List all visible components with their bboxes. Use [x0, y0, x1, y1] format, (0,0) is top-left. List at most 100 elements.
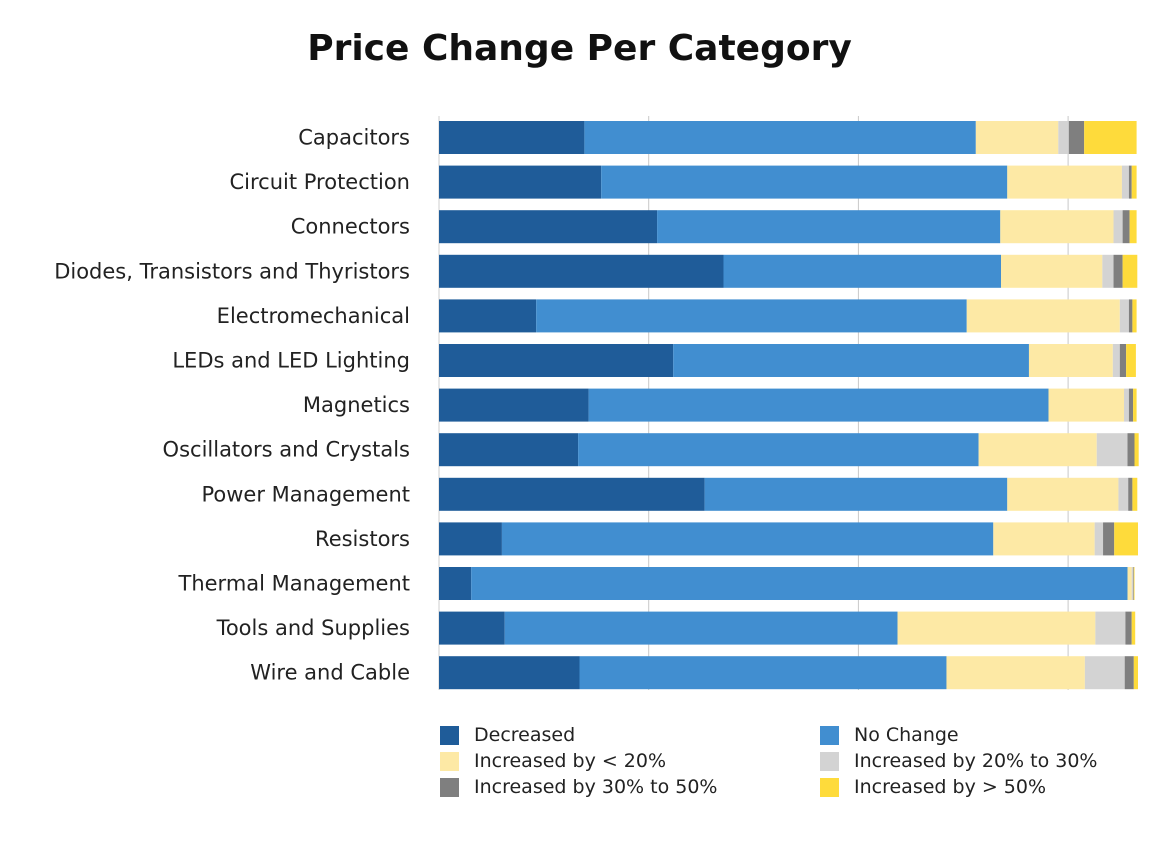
bar-segment [439, 388, 589, 422]
legend-item: Increased by 20% to 30% [820, 750, 1097, 772]
bar-segment [1131, 567, 1134, 600]
legend-item: Increased by 30% to 50% [440, 776, 717, 798]
bar-segment [584, 121, 976, 154]
bar-segment [1124, 656, 1134, 690]
bar-segment [1007, 165, 1122, 199]
category-label: Tools and Supplies [216, 616, 410, 640]
legend-item: No Change [820, 724, 959, 746]
legend-swatch [440, 777, 459, 797]
bar-segment [1084, 121, 1137, 154]
bar-segment [439, 433, 579, 467]
bar-segment [439, 165, 602, 199]
category-label: Circuit Protection [229, 170, 410, 194]
category-label: LEDs and LED Lighting [172, 349, 410, 373]
bar-segment [1129, 210, 1137, 244]
bar-segment [1124, 388, 1129, 422]
bar-segment [1114, 522, 1138, 556]
bar-segment [1134, 433, 1139, 467]
bar-segment [975, 121, 1059, 154]
bar-segment [439, 522, 502, 556]
category-label: Oscillators and Crystals [163, 438, 410, 462]
bar-segment [439, 299, 537, 333]
bar-segment [1095, 611, 1126, 645]
category-label: Power Management [201, 482, 410, 506]
bar-segment [704, 477, 1008, 511]
bar-segment [1132, 299, 1137, 333]
bar-segment [1112, 344, 1120, 377]
bar-layer [439, 121, 1139, 690]
bar-segment [439, 656, 580, 690]
bar-segment [946, 656, 1085, 690]
bar-segment [439, 344, 674, 377]
bar-segment [1122, 254, 1138, 288]
bar-segment [673, 344, 1029, 377]
bar-segment [1028, 344, 1113, 377]
legend-item: Increased by > 50% [820, 776, 1046, 798]
bar-segment [1007, 477, 1119, 511]
category-label: Capacitors [298, 126, 410, 150]
bar-segment [723, 254, 1001, 288]
bar-segment [1133, 567, 1134, 600]
bar-segment [1128, 388, 1134, 422]
bar-segment [1125, 611, 1132, 645]
bar-segment [439, 210, 658, 244]
bar-segment [1127, 433, 1135, 467]
bar-segment [1102, 254, 1114, 288]
bar-segment [1126, 344, 1136, 377]
bar-segment [439, 611, 505, 645]
legend-label: No Change [854, 724, 959, 746]
bar-segment [1000, 210, 1114, 244]
legend-item: Increased by < 20% [440, 750, 666, 772]
bar-segment [1128, 477, 1133, 511]
category-label: Diodes, Transistors and Thyristors [54, 259, 410, 283]
category-label: Connectors [291, 215, 410, 239]
bar-segment [978, 433, 1097, 467]
bar-segment [1048, 388, 1125, 422]
legend-item: Decreased [440, 724, 575, 746]
legend-swatch [820, 777, 839, 797]
bar-segment [439, 254, 724, 288]
category-label: Resistors [315, 527, 410, 551]
bar-segment [1096, 433, 1128, 467]
bar-segment [471, 567, 1128, 600]
bar-segment [1103, 522, 1115, 556]
category-label: Electromechanical [217, 304, 410, 328]
category-label-layer: Capacitors Circuit Protection Connectors Di… [54, 126, 410, 685]
legend-label: Decreased [474, 724, 576, 746]
bar-segment [1133, 567, 1135, 600]
bar-segment [1113, 254, 1123, 288]
bar-segment [1119, 299, 1129, 333]
chart-title: Price Change Per Category [307, 28, 852, 69]
legend-swatch [820, 725, 839, 745]
bar-segment [439, 477, 705, 511]
bar-segment [588, 388, 1049, 422]
legend-label: Increased by 20% to 30% [854, 750, 1098, 772]
bar-segment [1131, 165, 1137, 199]
bar-segment [504, 611, 898, 645]
bar-segment [501, 522, 994, 556]
bar-segment [897, 611, 1096, 645]
bar-segment [536, 299, 967, 333]
bar-segment [1118, 477, 1129, 511]
bar-segment [657, 210, 1001, 244]
bar-segment [601, 165, 1008, 199]
bar-segment [993, 522, 1095, 556]
bar-segment [1128, 299, 1133, 333]
bar-segment [1132, 477, 1138, 511]
bar-segment [1121, 165, 1129, 199]
legend-label: Increased by < 20% [474, 750, 667, 772]
bar-segment [966, 299, 1120, 333]
bar-segment [1113, 210, 1123, 244]
legend-label: Increased by 30% to 50% [474, 776, 718, 798]
bar-segment [1133, 656, 1138, 690]
legend-swatch [440, 751, 459, 771]
bar-segment [1084, 656, 1125, 690]
bar-segment [1133, 388, 1137, 422]
bar-segment [1131, 611, 1136, 645]
legend-label: Increased by > 50% [854, 776, 1047, 798]
category-label: Wire and Cable [250, 661, 410, 685]
bar-segment [1094, 522, 1104, 556]
bar-segment [1128, 165, 1132, 199]
bar-segment [1127, 567, 1132, 600]
